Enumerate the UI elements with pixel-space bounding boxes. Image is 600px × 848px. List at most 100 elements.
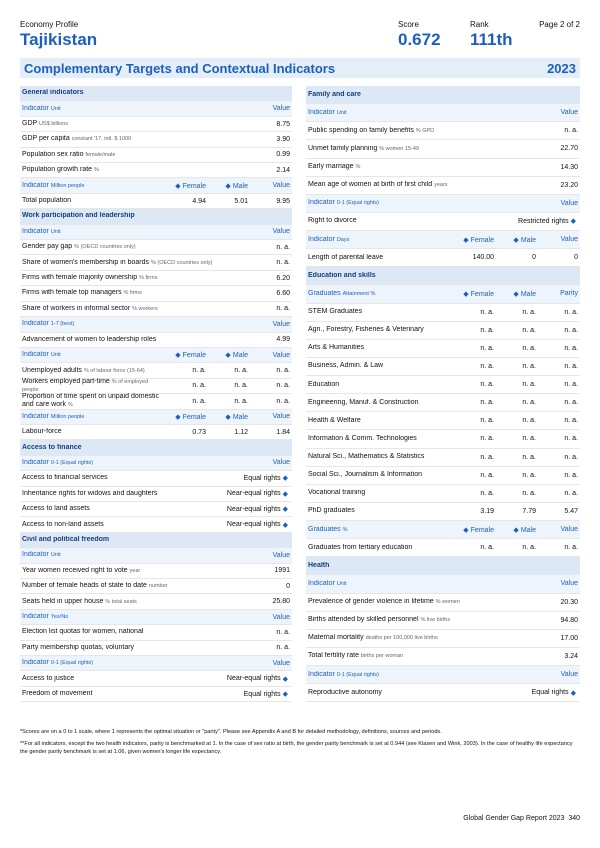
diamond-icon: ◆ (570, 218, 576, 226)
economy: Tajikistan (20, 30, 98, 49)
header-cell: Value (248, 459, 290, 466)
value: n. a. (564, 381, 578, 389)
header-text: Male (520, 236, 536, 244)
value: n. a. (192, 367, 206, 375)
header-row: Indicator Unit Value (20, 224, 292, 241)
value: 9.95 (276, 197, 290, 205)
data-row: Proportion of time spent on unpaid domes… (20, 393, 292, 410)
header-unit: Million people (50, 413, 85, 420)
header-text: Male (232, 352, 248, 360)
diamond-icon: ◆ (282, 475, 288, 483)
section-row: Work participation and leadership (20, 209, 292, 225)
header-cell: Value (248, 614, 290, 621)
value: n. a. (564, 308, 578, 316)
row-label: Number of female heads of state to date … (22, 582, 248, 590)
value: n. a. (522, 399, 536, 407)
value: Equal rights (243, 474, 281, 482)
header-label: Indicator Unit (22, 351, 164, 359)
diamond-icon: ◆ (225, 182, 231, 190)
value: n. a. (480, 471, 494, 479)
indicator: Agri., Forestry, Fisheries & Veterinary (308, 326, 424, 334)
indicator: Population sex ratio (22, 150, 84, 158)
indicator: Reproductive autonomy (308, 688, 382, 696)
data-row: Share of workers in informal sector % wo… (20, 302, 292, 318)
header-indicator: Indicator (22, 320, 49, 328)
indicator: Gender pay gap (22, 243, 73, 251)
rank-label: Rank (470, 20, 489, 29)
header-text: Value (560, 236, 578, 244)
data-row: Early marriage % 14.30 (306, 159, 580, 177)
score-label: Score (398, 20, 419, 29)
data-row: Access to non-land assets Near-equal righ… (20, 517, 292, 533)
header-label: Indicator 0-1 (Equal rights) (308, 199, 536, 207)
indicator: Firms with female majority ownership (22, 274, 138, 282)
unit: female/male (85, 151, 116, 158)
indicator: PhD graduates (308, 507, 355, 515)
row-label: Graduates from tertiary education (308, 544, 452, 552)
header-text: Female (470, 290, 494, 298)
diamond-icon: ◆ (513, 236, 519, 244)
value: n. a. (564, 344, 578, 352)
header-cell: Value (248, 228, 290, 235)
header-unit: Unit (50, 228, 61, 235)
value: n. a. (522, 362, 536, 370)
header-row: Graduates Attainment % ◆ Female ◆ Male Parity (306, 285, 580, 304)
data-row: Year women received right to vote year 19… (20, 564, 292, 579)
data-row: Access to financial services Equal rights… (20, 471, 292, 487)
indicator: Firms with female top managers (22, 289, 122, 297)
unit: % women (435, 599, 460, 606)
header-indicator: Indicator (22, 181, 49, 189)
data-row: Gender pay gap % (OECD countries only) n.… (20, 240, 292, 256)
indicator: Graduates from tertiary education (308, 543, 413, 551)
value: n. a. (522, 417, 536, 425)
profile-kind: Economy Profile (20, 20, 79, 29)
indicator: GDP per capita (22, 135, 70, 143)
value: 5.01 (234, 197, 248, 205)
unit: % live births (420, 617, 451, 624)
header-indicator: Indicator (22, 351, 49, 359)
indicator: Access to non-land assets (22, 520, 104, 528)
header-text: Value (560, 109, 578, 117)
unit: % (355, 164, 361, 171)
footnote: *Scores are on a 0 to 1 scale, where 1 r… (20, 729, 442, 735)
row-label: Gender pay gap % (OECD countries only) (22, 243, 248, 251)
header-cell: Value (248, 413, 290, 420)
header-indicator: Indicator (22, 412, 49, 420)
data-row: GDP per capita constant '17, intl. $ 100… (20, 132, 292, 148)
section-row: Health (306, 557, 580, 576)
data-row: Births attended by skilled personnel % l… (306, 612, 580, 630)
value: n. a. (564, 489, 578, 497)
page-number: Page 2 of 2 (539, 20, 580, 29)
value: 0.73 (192, 428, 206, 436)
diamond-icon: ◆ (513, 290, 519, 298)
header-text: Value (272, 182, 290, 190)
data-row: Length of parental leave 140.00 0 0 (306, 249, 580, 268)
header-row: Indicator 0-1 (Equal rights) Value (20, 455, 292, 472)
header-unit: Days (336, 236, 350, 243)
diamond-icon: ◆ (175, 352, 181, 360)
row-label: Prevalence of gender violence in lifetim… (308, 598, 536, 606)
header-unit: Yes/No (50, 614, 69, 621)
header-cell: ◆ Male (494, 290, 536, 298)
rank: 111th (470, 30, 513, 49)
row-label: Labour-force (22, 428, 164, 436)
value: 2.14 (276, 166, 290, 174)
header-indicator: Indicator (22, 458, 49, 466)
row-label: Length of parental leave (308, 254, 452, 262)
section-title: Education and skills (308, 271, 376, 279)
header-row: Indicator 1-7 (best) Value (20, 317, 292, 333)
indicator: Natural Sci., Mathematics & Statistics (308, 453, 425, 461)
indicator: Information & Comm. Technologies (308, 434, 417, 442)
header-unit: Unit (336, 109, 347, 116)
indicator: Business, Admin. & Law (308, 362, 384, 370)
row-label: Workers employed part-time % of employed… (22, 378, 164, 394)
value: 1991 (274, 567, 290, 575)
header-text: Female (470, 236, 494, 244)
section-title: Civil and political freedom (22, 535, 110, 543)
unit: births per woman (360, 653, 404, 660)
value: n. a. (276, 243, 290, 251)
diamond-icon: ◆ (175, 182, 181, 190)
header-indicator: Indicator (22, 227, 49, 235)
section-row: Education and skills (306, 267, 580, 286)
row-label: Share of women's membership in boards % … (22, 259, 248, 267)
